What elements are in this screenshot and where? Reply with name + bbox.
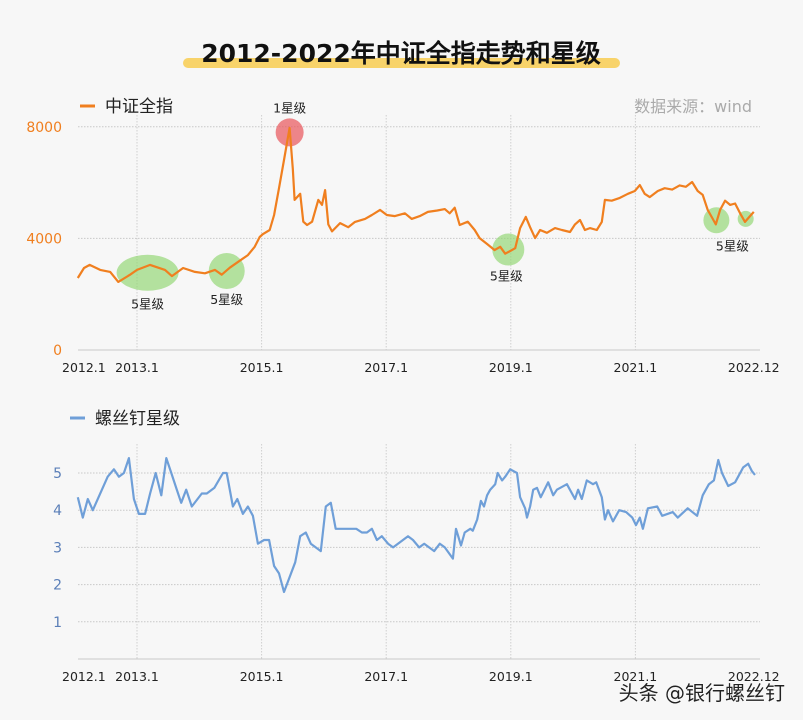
x-tick-label: 2015.1: [240, 669, 284, 684]
y-tick-label: 1: [53, 615, 62, 631]
annotation-label: 5星级: [131, 297, 164, 312]
chart-title: 2012-2022年中证全指走势和星级: [201, 39, 601, 68]
watermark: 头条 @银行螺丝钉: [619, 681, 785, 705]
y-tick-label: 4000: [26, 231, 62, 247]
series-line: [76, 126, 755, 283]
title-highlight: [183, 58, 620, 68]
y-tick-label: 5: [53, 466, 62, 482]
legend-label-stars: 螺丝钉星级: [95, 409, 180, 429]
five-star-marker: [116, 254, 179, 291]
x-tick-label: 2013.1: [115, 360, 159, 375]
annotation-label: 1星级: [273, 100, 306, 115]
annotation-label: 5星级: [210, 292, 243, 307]
y-tick-label: 2: [53, 578, 62, 594]
stars-chart: 螺丝钉星级 1 2 3 4 5 2012.1 2013.1 2015.1 2017.1 2019.…: [53, 409, 780, 684]
x-tick-label: 2015.1: [240, 360, 284, 375]
x-tick-label: 2022.12: [728, 669, 780, 684]
x-tick-label: 2013.1: [115, 669, 159, 684]
x-tick-label: 2012.1: [62, 360, 106, 375]
legend-label-index: 中证全指: [105, 97, 173, 117]
y-tick-label: 8000: [26, 120, 62, 136]
x-tick-label: 2019.1: [489, 360, 533, 375]
series-line: [76, 457, 756, 594]
y-tick-label: 4: [53, 503, 62, 519]
y-tick-label: 3: [53, 540, 62, 556]
x-tick-label: 2021.1: [614, 669, 658, 684]
x-tick-label: 2019.1: [489, 669, 533, 684]
x-tick-label: 2022.12: [728, 360, 780, 375]
x-tick-label: 2021.1: [614, 360, 658, 375]
index-chart: 中证全指 数据来源：wind 0 4000 8000 2012.1 2013.1 2015…: [26, 97, 779, 375]
x-tick-label: 2017.1: [364, 360, 408, 375]
data-source: 数据来源：wind: [634, 97, 752, 116]
x-tick-label: 2012.1: [62, 669, 106, 684]
y-tick-label: 0: [53, 343, 62, 359]
annotation-label: 5星级: [490, 269, 523, 284]
annotation-label: 5星级: [716, 238, 749, 253]
x-tick-label: 2017.1: [364, 669, 408, 684]
